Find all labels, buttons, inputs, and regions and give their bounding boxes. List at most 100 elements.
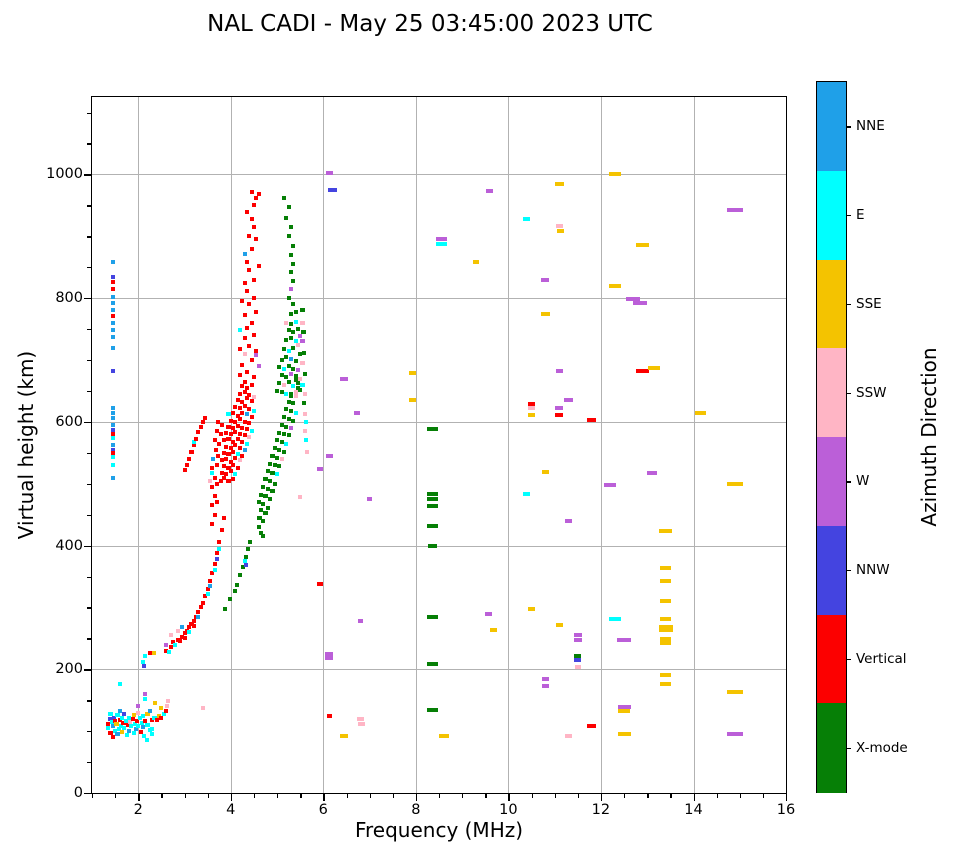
data-point-x-mode	[574, 654, 582, 659]
y-major-tick	[84, 298, 91, 300]
data-point-vertical	[198, 605, 203, 610]
data-point-x-mode	[233, 589, 238, 594]
data-point-vertical	[221, 438, 226, 443]
x-minor-tick	[92, 794, 94, 798]
data-point-nne	[244, 412, 250, 417]
data-point-nnw	[214, 557, 219, 562]
data-point-vertical	[233, 405, 238, 409]
data-point-vertical	[242, 280, 247, 285]
x-tick-label: 8	[411, 802, 421, 818]
data-point-e	[291, 383, 296, 388]
data-point-vertical	[177, 639, 182, 644]
data-point-x-mode	[284, 407, 289, 412]
data-point-vertical	[242, 390, 247, 395]
data-point-nne	[110, 476, 115, 481]
data-point-nne	[110, 295, 115, 300]
data-point-e	[115, 713, 120, 717]
data-point-w	[573, 638, 582, 643]
data-point-vertical	[249, 189, 254, 194]
data-point-vertical	[249, 320, 254, 325]
data-point-nne	[110, 307, 115, 312]
y-major-tick	[84, 793, 91, 795]
x-minor-tick	[115, 794, 117, 798]
colorbar-segment-nnw	[817, 525, 846, 616]
data-point-vertical	[231, 476, 236, 481]
data-point-vertical	[240, 426, 245, 430]
x-tick-label: 2	[133, 802, 143, 818]
data-point-nne	[196, 614, 201, 619]
data-point-x-mode	[244, 555, 249, 560]
data-point-ssw	[207, 478, 213, 483]
data-point-vertical	[212, 512, 217, 517]
y-minor-tick	[87, 762, 91, 764]
data-point-x-mode	[286, 400, 291, 404]
data-point-vertical	[249, 382, 254, 387]
data-point-e	[293, 319, 298, 324]
data-point-w	[143, 692, 148, 696]
data-point-vertical	[233, 455, 238, 460]
y-minor-tick	[87, 143, 91, 145]
data-point-e	[249, 429, 254, 434]
x-tick-label: 4	[226, 802, 236, 818]
data-point-vertical	[163, 648, 169, 653]
data-point-vertical	[180, 635, 185, 640]
colorbar-tick	[847, 481, 851, 483]
data-point-e	[110, 435, 115, 440]
data-point-ssw	[164, 704, 170, 709]
x-minor-tick	[762, 794, 765, 798]
data-point-x-mode	[279, 422, 284, 427]
data-point-x-mode	[284, 338, 289, 343]
data-point-x-mode	[295, 385, 300, 390]
data-point-x-mode	[291, 366, 296, 371]
data-point-sse	[659, 579, 672, 584]
data-point-vertical	[228, 469, 233, 474]
data-point-vertical	[240, 410, 245, 415]
data-point-ssw	[300, 361, 305, 365]
data-point-w	[727, 732, 744, 737]
data-point-sse	[541, 469, 549, 474]
data-point-x-mode	[301, 350, 306, 355]
data-point-x-mode	[263, 476, 268, 481]
data-point-nnw	[110, 447, 115, 452]
data-point-vertical	[203, 594, 208, 599]
x-minor-tick	[462, 794, 464, 798]
data-point-vertical	[219, 470, 224, 475]
data-point-e	[212, 568, 217, 573]
data-point-e	[210, 470, 215, 475]
data-point-vertical	[231, 426, 236, 430]
data-point-x-mode	[301, 330, 306, 335]
data-point-vertical	[138, 729, 143, 734]
data-point-ssw	[356, 717, 364, 722]
data-point-vertical	[228, 418, 233, 423]
data-point-sse	[556, 228, 564, 233]
data-point-w	[573, 633, 582, 638]
y-tick-label: 0	[73, 785, 83, 801]
data-point-x-mode	[248, 540, 253, 545]
data-point-sse	[114, 722, 119, 727]
data-point-nne	[140, 725, 145, 730]
data-point-vertical	[221, 475, 226, 480]
data-point-ssw	[298, 376, 303, 381]
data-point-vertical	[249, 398, 254, 403]
data-point-nne	[110, 335, 115, 339]
data-point-vertical	[238, 417, 243, 422]
data-point-vertical	[191, 443, 196, 448]
data-point-e	[523, 491, 531, 496]
data-point-sse	[131, 713, 136, 717]
data-point-x-mode	[286, 328, 291, 333]
data-point-e	[143, 653, 148, 658]
data-point-vertical	[235, 423, 240, 428]
data-point-e	[106, 726, 111, 730]
data-point-x-mode	[291, 262, 296, 266]
y-gridline	[92, 174, 786, 176]
data-point-vertical	[238, 392, 243, 396]
data-point-x-mode	[286, 364, 291, 369]
data-point-vertical	[228, 432, 233, 437]
data-point-ssw	[528, 406, 535, 411]
data-point-sse	[635, 242, 650, 247]
data-point-e	[136, 723, 141, 728]
data-point-w	[541, 684, 549, 688]
data-point-vertical	[242, 433, 247, 438]
data-point-x-mode	[286, 296, 291, 301]
